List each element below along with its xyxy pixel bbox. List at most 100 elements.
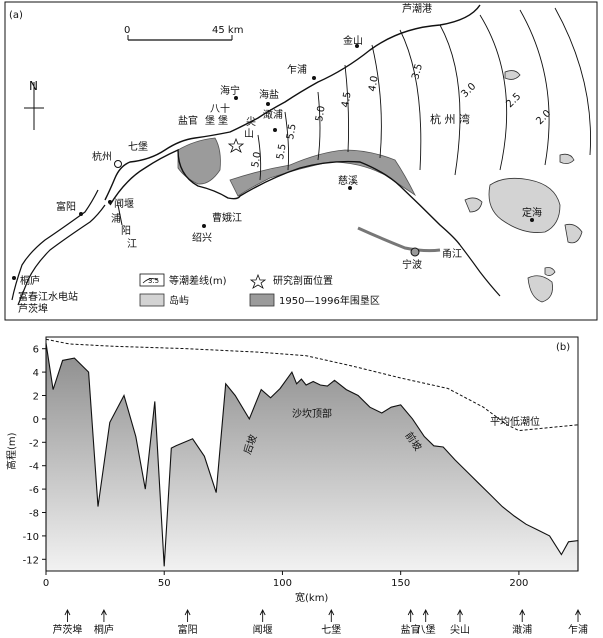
legend-swatch-contour xyxy=(139,273,165,287)
station-arrow-icon xyxy=(457,608,463,622)
y-tick-label: -8 xyxy=(29,509,39,520)
city-dot xyxy=(355,44,359,48)
scale-end: 45 km xyxy=(212,25,243,36)
place-qibao: 七堡 xyxy=(128,140,148,153)
station-arrow-icon xyxy=(519,608,526,622)
place-ningbo: 宁波 xyxy=(402,258,422,271)
place-bashi: 八十 xyxy=(210,102,230,115)
island xyxy=(504,70,521,80)
ningbo-marker xyxy=(410,247,420,257)
place-hangzhou-bay: 杭 州 湾 xyxy=(430,112,470,126)
city-dot xyxy=(202,224,206,228)
legend-tidal-range: 等潮差线(m) xyxy=(169,274,227,287)
panel-b-chart: (b) 6 4 2 0 -2 -4 -6 -8 -10 -12 0 50 100 150 200 高程(m… xyxy=(5,336,588,636)
station-arrow-icon xyxy=(101,608,107,622)
panel-a-label: (a) xyxy=(9,10,23,21)
station-label: 闻堰 xyxy=(253,623,273,636)
y-axis-label: 高程(m) xyxy=(5,432,18,470)
profile-area xyxy=(45,342,579,572)
contour-label: 5.5 xyxy=(285,123,299,141)
y-tick-label: 4 xyxy=(33,368,39,379)
contour-line xyxy=(284,111,290,171)
place-bao: 堡 xyxy=(218,114,228,127)
x-tick-label: 150 xyxy=(391,578,410,589)
contour-label: 4.0 xyxy=(367,75,381,93)
place-shan: 山 xyxy=(244,128,254,140)
hangzhou-marker xyxy=(114,160,122,168)
y-axis: 6 4 2 0 -2 -4 -6 -8 -10 -12 xyxy=(23,345,46,566)
panel-a-map: (a) 0 45 km N xyxy=(4,1,598,321)
place-bao2: 堡 xyxy=(205,114,215,127)
station-label: 八堡 xyxy=(416,623,436,636)
contour-label: 3.5 xyxy=(410,63,425,81)
city-dot xyxy=(348,186,352,190)
contour-line xyxy=(519,9,550,166)
city-dot xyxy=(266,102,270,106)
contour-line xyxy=(399,29,422,171)
east-shore xyxy=(459,244,501,297)
place-dinghai: 定海 xyxy=(522,206,542,219)
svg-text:3.5: 3.5 xyxy=(148,277,159,285)
y-tick-label: -4 xyxy=(29,462,39,473)
panel-b-label: (b) xyxy=(556,342,570,353)
legend-study-site: 研究剖面位置 xyxy=(273,274,333,287)
south-shore xyxy=(109,148,461,246)
contour-line xyxy=(371,44,382,159)
station-label: 乍浦 xyxy=(568,623,588,636)
station-label: 芦茨埠 xyxy=(52,623,82,636)
study-site-star-icon xyxy=(227,137,245,153)
place-haining: 海宁 xyxy=(220,84,240,97)
place-fuyang: 富阳 xyxy=(56,200,76,213)
y-tick-label: 2 xyxy=(33,392,39,403)
fuchun-river-north xyxy=(11,189,99,301)
place-jinshan: 金山 xyxy=(343,34,363,47)
puyang-river xyxy=(117,204,123,226)
y-tick-label: -10 xyxy=(23,532,39,543)
place-haiyan: 海盐 xyxy=(259,88,279,101)
city-markers xyxy=(12,44,534,280)
place-yongjiang: 甬江 xyxy=(442,248,462,260)
place-hangzhou: 杭州 xyxy=(92,150,112,163)
place-jian: 尖 xyxy=(246,115,256,128)
place-puyang-2: 阳 xyxy=(121,225,131,237)
y-tick-label: -12 xyxy=(23,555,39,566)
north-label: N xyxy=(29,79,38,93)
x-tick-label: 0 xyxy=(43,578,49,589)
island-zhoushan xyxy=(488,177,561,233)
station-label: 桐庐 xyxy=(94,623,114,636)
place-wenyan: 闻堰 xyxy=(114,197,134,210)
place-caoejiang: 曹娥江 xyxy=(212,211,242,224)
city-dot xyxy=(234,96,238,100)
place-shaoxing: 绍兴 xyxy=(192,231,212,244)
city-dot xyxy=(108,200,112,204)
y-tick-label: 0 xyxy=(33,415,39,426)
scale-bar: 0 45 km xyxy=(124,25,243,41)
islands xyxy=(464,70,583,303)
y-tick-label: -6 xyxy=(29,485,39,496)
contour-line xyxy=(344,64,350,153)
island xyxy=(464,197,483,213)
city-dot xyxy=(12,276,16,280)
mean-low-tide-line xyxy=(45,338,579,432)
legend-star-icon xyxy=(249,273,267,289)
station-arrow-icon xyxy=(422,608,429,622)
island xyxy=(564,223,583,244)
map-legend: 3.5 等潮差线(m) 研究剖面位置 岛屿 1950—1996年围垦区 xyxy=(139,273,380,307)
contour-line xyxy=(479,14,508,171)
x-tick-label: 100 xyxy=(273,578,292,589)
station-arrow-icon xyxy=(64,608,71,622)
x-axis: 0 50 100 150 200 xyxy=(43,571,528,589)
north-shore xyxy=(104,4,481,201)
place-yanguan: 盐官 xyxy=(178,114,198,127)
fuchun-river-south xyxy=(17,204,106,306)
place-puyang-3: 江 xyxy=(127,238,137,250)
contour-label: 5.0 xyxy=(250,151,264,169)
scale-start: 0 xyxy=(124,25,130,36)
contour-line xyxy=(317,91,321,161)
place-tonglu: 桐庐 xyxy=(20,274,40,287)
island xyxy=(544,267,556,276)
legend-reclaimed: 1950—1996年围垦区 xyxy=(279,294,380,307)
legend-swatch-island xyxy=(139,293,165,307)
place-ganpu: 澉浦 xyxy=(263,108,283,121)
